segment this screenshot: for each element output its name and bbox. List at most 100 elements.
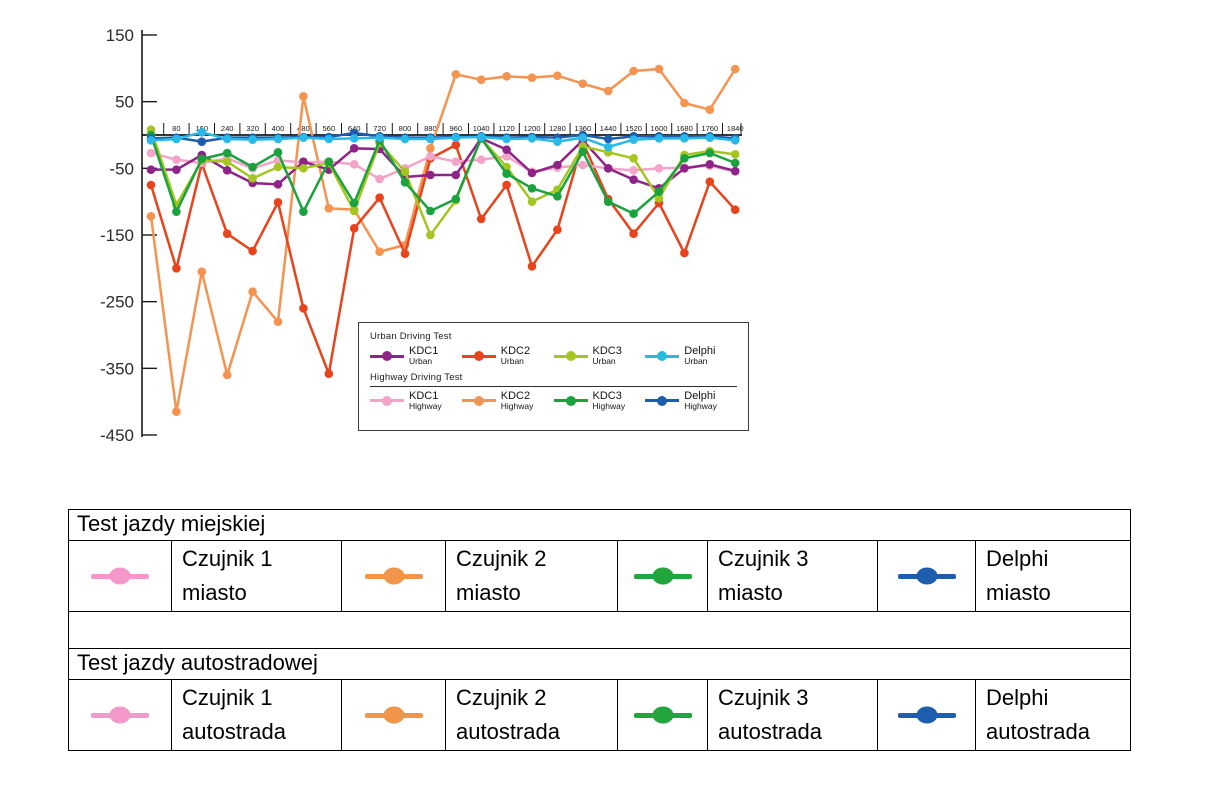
data-point (705, 177, 715, 186)
data-point (730, 64, 740, 74)
data-point (172, 155, 181, 164)
legend-entry-kdc3-urban: KDC3 Urban (553, 346, 646, 367)
data-point (324, 134, 334, 144)
data-point (451, 157, 461, 166)
table-header-urban: Test jazdy miejskiej (67, 509, 1132, 541)
line-dot-marker-icon (370, 399, 404, 403)
sensor-label: Delphi (986, 546, 1049, 571)
x-tick-label: 80 (172, 124, 180, 133)
data-point (730, 205, 740, 214)
data-point (426, 206, 435, 216)
data-point (502, 180, 511, 190)
data-point (603, 134, 613, 144)
data-point (400, 178, 410, 187)
data-point (451, 170, 461, 180)
x-tick-label: 1440 (600, 124, 617, 133)
x-tick-label: 1840 (727, 124, 744, 133)
data-point (146, 212, 156, 221)
data-point (553, 137, 562, 146)
data-point (375, 133, 384, 142)
line-dot-marker-icon (645, 399, 680, 403)
data-point (222, 148, 232, 158)
x-tick-label: 1200 (524, 124, 541, 133)
place-label: autostrada (456, 719, 560, 744)
data-point (527, 73, 537, 82)
data-point (451, 70, 461, 79)
x-tick-label: 320 (246, 124, 259, 133)
data-point (476, 132, 486, 142)
data-point (527, 197, 537, 206)
legend-entry-name: KDC1 (409, 389, 439, 402)
data-point (451, 194, 461, 204)
label-cell: Delphi miasto (974, 540, 1132, 612)
data-point (248, 287, 257, 296)
sensor-label: Delphi (986, 685, 1049, 710)
table-row-highway-entries: Czujnik 1 autostrada Czujnik 2 autostrada … (68, 679, 1132, 751)
data-point (654, 64, 664, 74)
label-cell: Czujnik 1 autostrada (171, 679, 342, 751)
label-cell: Czujnik 3 miasto (707, 540, 878, 612)
series-kdc3-urban (146, 125, 740, 240)
label-cell: Czujnik 3 autostrada (707, 679, 878, 751)
legend-entry-delphi-urban: Delphi Urban (645, 346, 737, 367)
line-dot-marker-icon (897, 712, 956, 718)
data-point (222, 134, 232, 144)
table-header-highway: Test jazdy autostradowej (67, 648, 1132, 680)
y-tick-label: 150 (106, 26, 134, 45)
data-point (299, 92, 308, 101)
legend-entry-sub: Urban (409, 356, 433, 366)
line-dot-marker-icon (364, 712, 423, 718)
marker-cell (877, 540, 976, 612)
legend-group-title-highway: Highway Driving Test (370, 372, 737, 387)
data-point (349, 206, 359, 216)
data-point (273, 134, 283, 144)
data-point (375, 193, 384, 202)
data-point (730, 166, 740, 176)
data-point (705, 133, 715, 142)
chart-legend-box: Urban Driving Test KDC1 Urban KDC2 Urban K… (358, 322, 749, 431)
line-dot-marker-icon (461, 354, 496, 358)
data-point (603, 164, 613, 173)
data-point (629, 229, 638, 238)
data-point (197, 137, 207, 146)
line-dot-marker-icon (364, 573, 423, 579)
line-dot-marker-icon (897, 573, 956, 579)
line-dot-marker-icon (91, 573, 149, 579)
x-tick-label: 960 (449, 124, 462, 133)
data-point (222, 166, 232, 175)
line-dot-marker-icon (553, 354, 588, 358)
line-dot-marker-icon (553, 399, 588, 403)
place-label: autostrada (986, 719, 1090, 744)
data-point (603, 86, 613, 96)
place-label: miasto (986, 580, 1051, 605)
legend-entry-sub: Urban (592, 356, 616, 366)
legend-entry-kdc2-urban: KDC2 Urban (461, 346, 554, 367)
legend-entry-sub: Highway (409, 400, 442, 411)
data-point (502, 72, 511, 81)
data-point (680, 248, 689, 258)
line-dot-marker-icon (633, 573, 692, 579)
data-point (578, 147, 588, 156)
place-label: miasto (456, 580, 521, 605)
legend-entry-sub: Urban (500, 356, 524, 366)
translated-legend-table: Test jazdy miejskiej Czujnik 1 miasto Czu… (67, 509, 1132, 751)
marker-cell (68, 540, 172, 612)
data-point (476, 155, 486, 164)
label-cell: Czujnik 2 autostrada (445, 679, 618, 751)
data-point (680, 164, 689, 173)
data-point (527, 134, 537, 143)
data-point (629, 166, 638, 175)
data-point (299, 304, 308, 313)
y-tick-label: -150 (100, 226, 134, 245)
data-point (197, 154, 207, 164)
data-point (603, 197, 613, 206)
table-row-urban-entries: Czujnik 1 miasto Czujnik 2 miasto Czujnik … (68, 540, 1132, 612)
line-dot-marker-icon (633, 712, 692, 718)
data-point (426, 170, 435, 180)
data-point (654, 187, 664, 196)
legend-entry-kdc2-highway: KDC2 Highway (461, 390, 554, 412)
data-point (172, 407, 181, 416)
data-point (248, 174, 257, 183)
y-tick-label: -350 (100, 359, 134, 378)
